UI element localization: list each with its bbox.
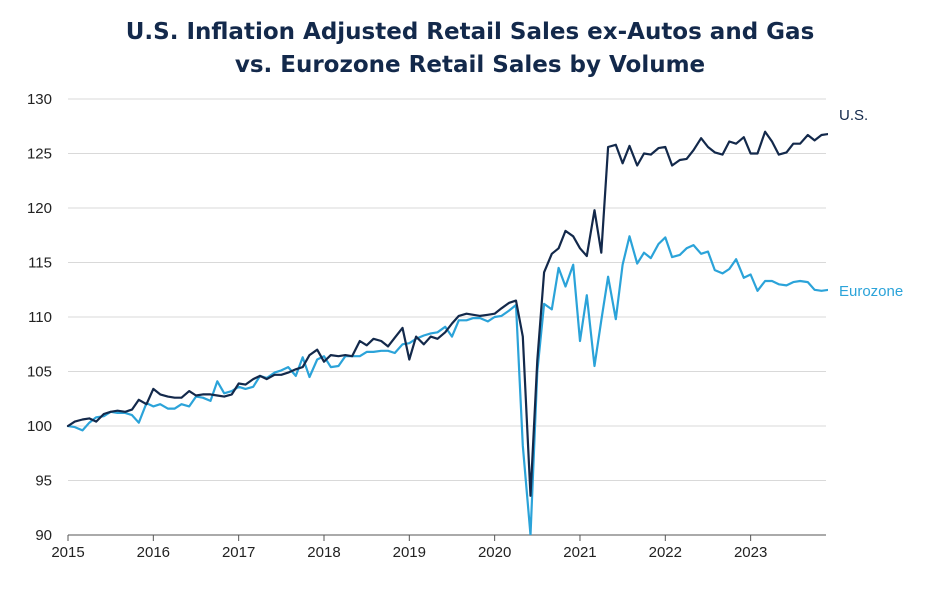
series-line-u-s xyxy=(66,130,828,497)
chart-title-line-2: vs. Eurozone Retail Sales by Volume xyxy=(234,52,706,78)
x-tick-label: 2016 xyxy=(137,544,170,561)
x-tick-label: 2021 xyxy=(563,544,596,561)
y-tick-label: 115 xyxy=(28,255,52,272)
y-tick-label: 95 xyxy=(35,473,52,490)
y-tick-label: 105 xyxy=(27,364,52,381)
x-tick-label: 2019 xyxy=(393,544,426,561)
x-tick-label: 2018 xyxy=(307,544,340,561)
chart-title-line-1: U.S. Inflation Adjusted Retail Sales ex-… xyxy=(125,19,815,45)
y-tick-label: 110 xyxy=(28,309,52,326)
x-tick-label: 2017 xyxy=(222,544,255,561)
y-tick-label: 130 xyxy=(27,91,52,108)
y-tick-label: 100 xyxy=(27,418,52,435)
y-tick-label: 120 xyxy=(27,200,52,217)
series-label: U.S. xyxy=(839,107,868,124)
x-tick-label: 2015 xyxy=(51,544,84,561)
x-tick-label: 2020 xyxy=(478,544,511,561)
chart-title: U.S. Inflation Adjusted Retail Sales ex-… xyxy=(0,16,940,82)
x-tick-label: 2022 xyxy=(649,544,682,561)
x-tick-label: 2023 xyxy=(734,544,767,561)
y-tick-label: 125 xyxy=(27,146,52,163)
series-line-eurozone xyxy=(66,235,828,535)
series-label: Eurozone xyxy=(839,283,903,300)
y-tick-label: 90 xyxy=(35,527,52,544)
